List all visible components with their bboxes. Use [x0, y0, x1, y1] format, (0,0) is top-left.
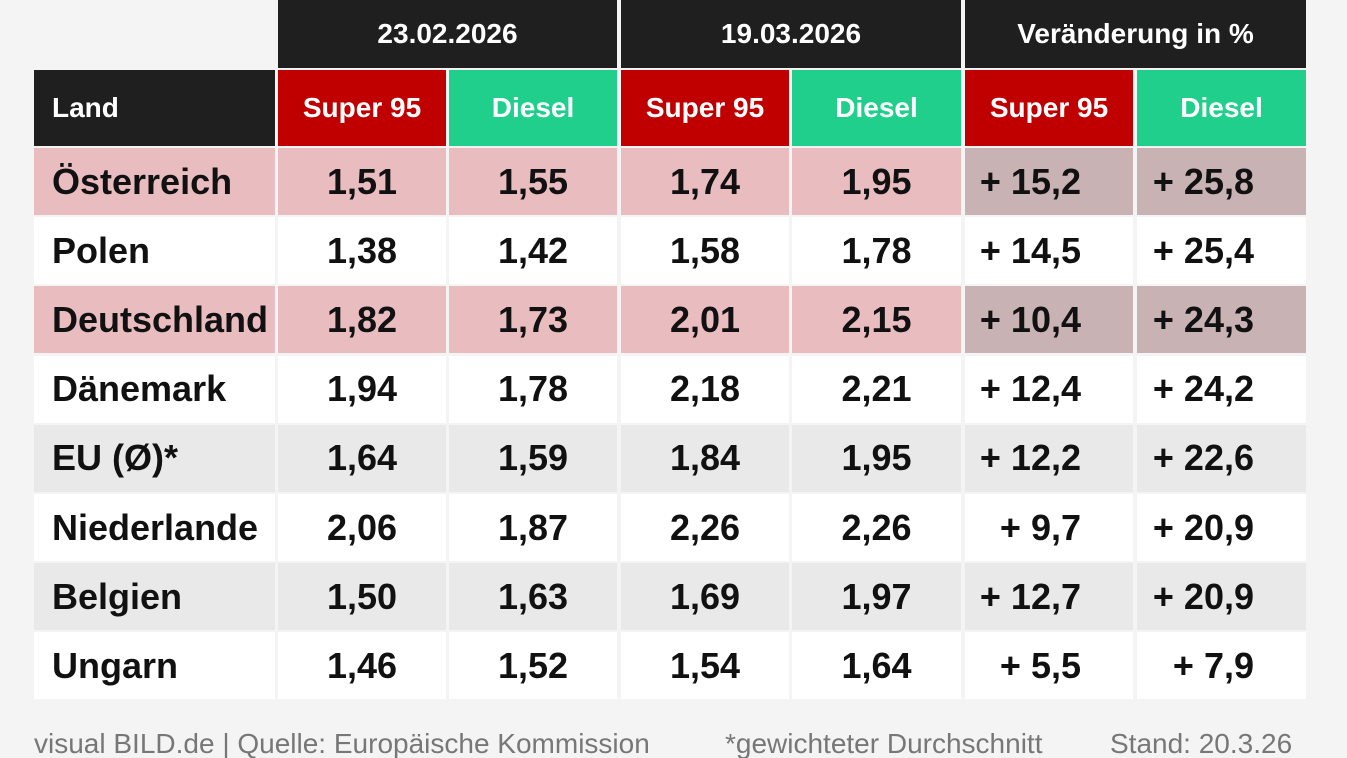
cell: + 25,4 [1137, 217, 1306, 285]
row-label: Belgien [34, 563, 275, 631]
cell: 1,87 [449, 494, 617, 561]
cell: 2,21 [792, 355, 961, 423]
column-header: Land [34, 70, 275, 146]
group-header: 23.02.2026 [278, 0, 617, 68]
cell: 1,84 [621, 424, 789, 492]
column-header: Super 95 [621, 70, 789, 146]
cell: 1,97 [792, 563, 961, 631]
row-label: Niederlande [34, 494, 275, 561]
cell: 1,78 [792, 217, 961, 285]
group-header: 19.03.2026 [621, 0, 961, 68]
cell: 2,15 [792, 286, 961, 354]
column-header: Super 95 [278, 70, 446, 146]
cell: 1,64 [792, 632, 961, 700]
cell: 1,52 [449, 632, 617, 700]
footer-text: visual BILD.de | Quelle: Europäische Kom… [34, 728, 650, 758]
cell: 1,64 [278, 424, 446, 492]
cell: 1,51 [278, 148, 446, 215]
cell: 1,73 [449, 286, 617, 354]
cell: 1,38 [278, 217, 446, 285]
row-label: Polen [34, 217, 275, 285]
cell: + 14,5 [965, 217, 1133, 285]
cell: + 5,5 [965, 632, 1133, 700]
cell: 1,46 [278, 632, 446, 700]
cell: 1,63 [449, 563, 617, 631]
cell: 2,26 [792, 494, 961, 561]
cell: 2,18 [621, 355, 789, 423]
cell: 2,01 [621, 286, 789, 354]
cell: + 12,4 [965, 355, 1133, 423]
cell: 1,58 [621, 217, 789, 285]
row-label: Dänemark [34, 355, 275, 423]
cell: + 20,9 [1137, 563, 1306, 631]
cell: + 12,2 [965, 424, 1133, 492]
group-header: Veränderung in % [965, 0, 1306, 68]
column-header: Diesel [1137, 70, 1306, 146]
column-header: Super 95 [965, 70, 1133, 146]
footer-text: Stand: 20.3.26 [1110, 728, 1293, 758]
row-label: EU (Ø)* [34, 424, 275, 492]
footer-text: *gewichteter Durchschnitt [725, 728, 1043, 758]
cell: + 20,9 [1137, 494, 1306, 561]
cell: + 25,8 [1137, 148, 1306, 215]
row-label: Ungarn [34, 632, 275, 700]
cell: 1,54 [621, 632, 789, 700]
cell: 1,42 [449, 217, 617, 285]
cell: 1,94 [278, 355, 446, 423]
cell: 2,06 [278, 494, 446, 561]
cell: + 10,4 [965, 286, 1133, 354]
cell: 2,26 [621, 494, 789, 561]
cell: + 24,3 [1137, 286, 1306, 354]
cell: 1,59 [449, 424, 617, 492]
row-label: Deutschland [34, 286, 275, 354]
cell: + 24,2 [1137, 355, 1306, 423]
column-header: Diesel [449, 70, 617, 146]
column-header: Diesel [792, 70, 961, 146]
row-label: Österreich [34, 148, 275, 215]
cell: 1,50 [278, 563, 446, 631]
cell: + 15,2 [965, 148, 1133, 215]
cell: + 12,7 [965, 563, 1133, 631]
cell: 1,69 [621, 563, 789, 631]
cell: + 22,6 [1137, 424, 1306, 492]
cell: + 9,7 [965, 494, 1133, 561]
cell: 1,55 [449, 148, 617, 215]
cell: 1,95 [792, 148, 961, 215]
cell: 1,82 [278, 286, 446, 354]
cell: + 7,9 [1137, 632, 1306, 700]
cell: 1,78 [449, 355, 617, 423]
cell: 1,95 [792, 424, 961, 492]
cell: 1,74 [621, 148, 789, 215]
